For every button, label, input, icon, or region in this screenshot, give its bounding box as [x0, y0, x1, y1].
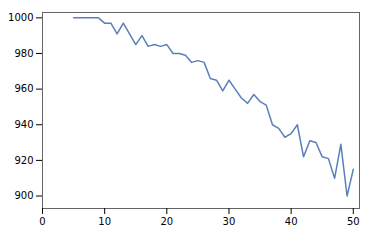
svg-text:920: 920	[14, 155, 33, 166]
svg-text:0: 0	[39, 216, 45, 227]
svg-text:40: 40	[285, 216, 298, 227]
svg-text:940: 940	[14, 119, 33, 130]
svg-text:960: 960	[14, 83, 33, 94]
svg-text:900: 900	[14, 190, 33, 201]
svg-text:30: 30	[223, 216, 236, 227]
svg-text:20: 20	[160, 216, 173, 227]
svg-text:10: 10	[98, 216, 111, 227]
svg-text:980: 980	[14, 48, 33, 59]
svg-text:50: 50	[347, 216, 360, 227]
svg-text:1000: 1000	[8, 12, 33, 23]
